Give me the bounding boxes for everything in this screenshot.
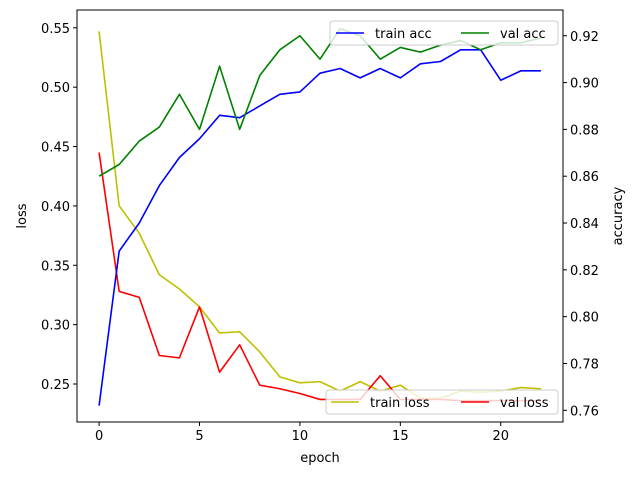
axes-layer: 0 5 10 15 20 0.25 0.30 0.35 0.40 0.45 0.50 0.55 0.76… <box>41 9 599 444</box>
right-y-tick-label: 0.84 <box>570 217 599 232</box>
legend-train-loss-label: train loss <box>370 396 430 411</box>
left-axis-label: loss <box>15 203 30 228</box>
legend-train-acc-label: train acc <box>375 27 432 42</box>
x-tick-label: 10 <box>292 429 309 444</box>
legend-val-acc-label: val acc <box>500 27 546 42</box>
x-tick-label: 15 <box>392 429 409 444</box>
right-y-tick-label: 0.88 <box>570 123 599 138</box>
series-line-train-acc <box>98 48 541 406</box>
right-y-tick-label: 0.82 <box>570 264 599 279</box>
left-y-tick-label: 0.40 <box>41 200 70 215</box>
x-tick-label: 20 <box>492 429 509 444</box>
legend-loss: train loss val loss <box>325 389 559 415</box>
legend-accuracy: train acc val acc <box>329 20 559 46</box>
axes-frame <box>76 9 564 423</box>
left-y-tick-label: 0.55 <box>41 22 70 37</box>
left-y-tick-label: 0.35 <box>41 259 70 274</box>
plot-area <box>77 10 563 422</box>
right-y-tick-label: 0.78 <box>570 357 599 372</box>
left-y-tick-label: 0.30 <box>41 319 70 334</box>
x-tick-label: 5 <box>195 429 203 444</box>
legend-accuracy-frame <box>329 20 559 46</box>
right-y-tick-label: 0.76 <box>570 404 599 419</box>
right-y-tick-label: 0.80 <box>570 311 599 326</box>
right-y-tick-label: 0.90 <box>570 77 599 92</box>
right-axis-label: accuracy <box>611 186 626 245</box>
left-y-tick-label: 0.45 <box>41 141 70 156</box>
right-y-tick-label: 0.86 <box>570 170 599 185</box>
legend-loss-frame <box>325 389 559 415</box>
right-y-tick-label: 0.92 <box>570 30 599 45</box>
legend-val-loss-label: val loss <box>500 396 549 411</box>
x-axis-label: epoch <box>300 451 340 466</box>
left-y-tick-label: 0.25 <box>41 378 70 393</box>
left-y-tick-label: 0.50 <box>41 81 70 96</box>
x-tick-label: 0 <box>95 429 103 444</box>
